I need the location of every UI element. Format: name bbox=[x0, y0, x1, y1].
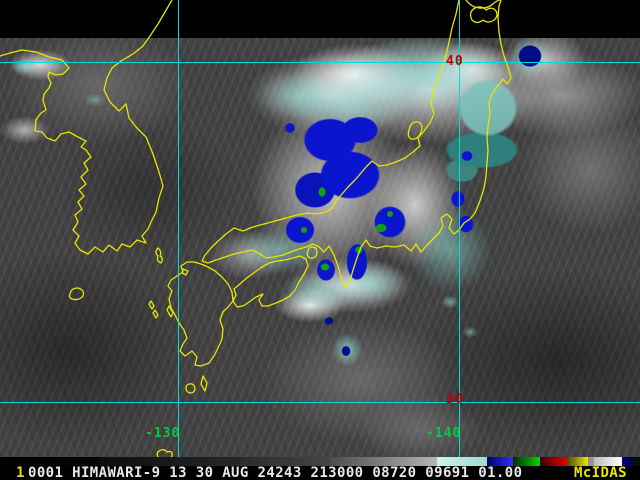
enhancement-green-cores bbox=[0, 0, 640, 457]
longitude-line-140 bbox=[459, 0, 460, 466]
mcidas-brand-label: McIDAS bbox=[574, 465, 627, 480]
satellite-image-display[interactable] bbox=[0, 0, 640, 457]
longitude-label-140: -140 bbox=[426, 426, 462, 441]
latitude-line-30 bbox=[0, 402, 640, 403]
longitude-label-130: -130 bbox=[145, 426, 181, 441]
longitude-line-130 bbox=[178, 0, 179, 466]
latitude-line-40 bbox=[0, 62, 640, 63]
frame-number: 1 bbox=[16, 465, 25, 480]
latitude-label-30: 30 bbox=[446, 392, 464, 407]
image-info-text: 0001 HIMAWARI-9 13 30 AUG 24243 213000 0… bbox=[28, 465, 523, 480]
no-data-black-band bbox=[0, 0, 640, 38]
status-bar: 1 0001 HIMAWARI-9 13 30 AUG 24243 213000… bbox=[0, 466, 640, 480]
enhancement-colorbar-wedge[interactable] bbox=[0, 457, 640, 466]
latitude-label-40: 40 bbox=[446, 54, 464, 69]
